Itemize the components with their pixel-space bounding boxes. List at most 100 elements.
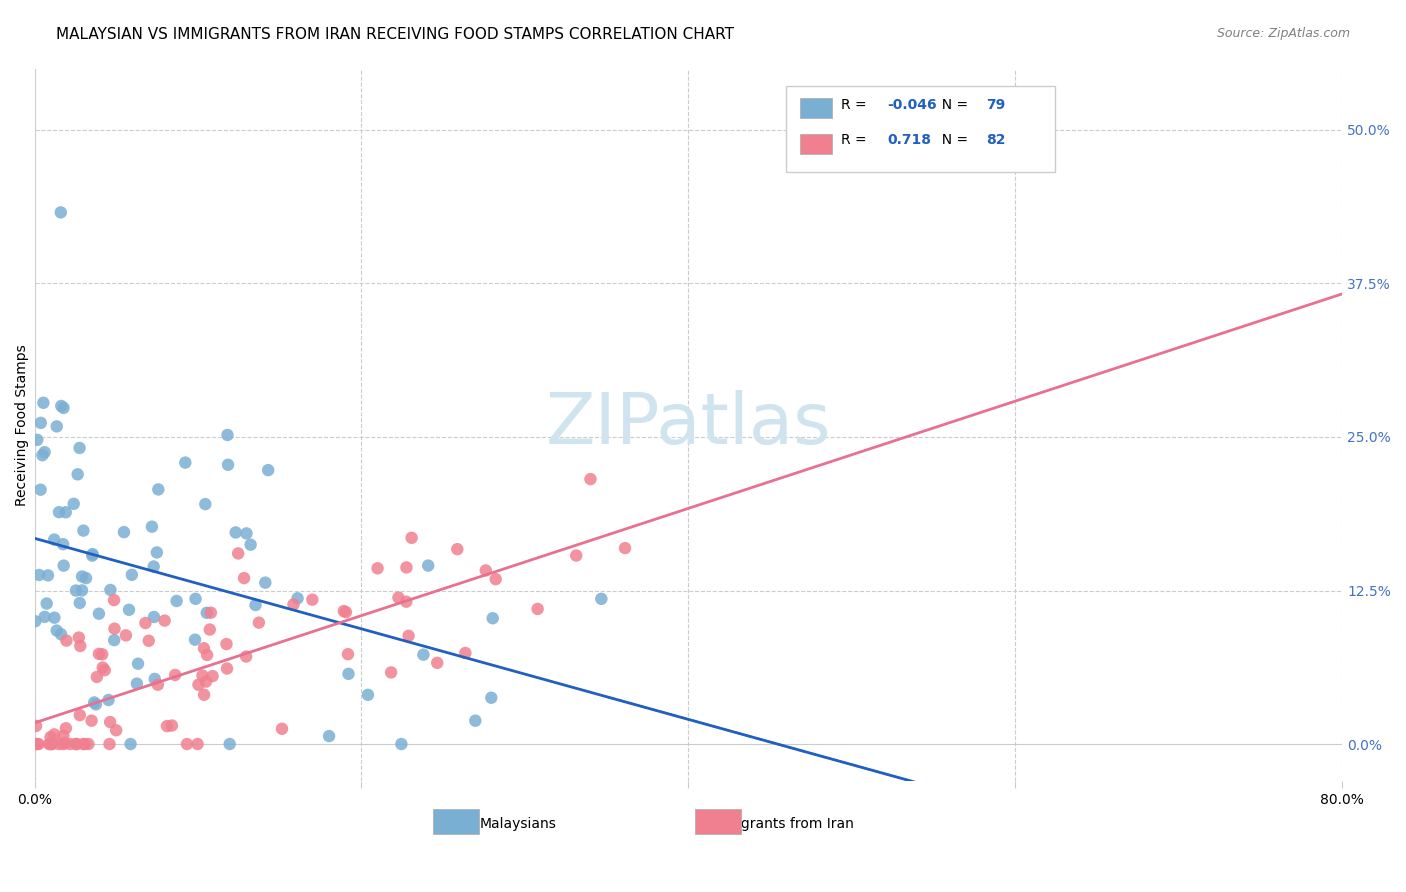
Point: [115, 628, 138, 642]
Point: [333, 604, 356, 618]
Point: [454, 646, 477, 660]
Point: [97, 693, 120, 707]
Point: [65, 583, 87, 598]
Point: [395, 595, 418, 609]
Point: [195, 606, 218, 620]
Point: [398, 629, 420, 643]
Point: [143, 672, 166, 686]
Point: [357, 688, 380, 702]
Point: [156, 719, 179, 733]
Point: [30, 483, 52, 497]
Text: Immigrants from Iran: Immigrants from Iran: [706, 817, 853, 830]
Point: [103, 593, 125, 607]
Point: [235, 649, 257, 664]
Point: [412, 648, 434, 662]
Point: [62, 497, 84, 511]
Point: [84, 698, 107, 712]
Point: [28, 568, 51, 582]
Point: [142, 610, 165, 624]
Text: R =: R =: [841, 134, 872, 147]
Point: [87, 647, 110, 661]
Point: [52, 729, 75, 743]
Point: [481, 611, 503, 625]
Point: [69, 639, 91, 653]
Point: [77, 737, 100, 751]
Point: [271, 722, 294, 736]
Point: [25, 737, 48, 751]
Point: [254, 575, 277, 590]
Point: [27, 737, 49, 751]
Point: [153, 614, 176, 628]
Point: [24, 737, 46, 751]
Point: [48, 505, 70, 519]
Point: [48, 737, 70, 751]
Point: [148, 483, 170, 497]
Point: [25, 719, 48, 733]
Text: 82: 82: [987, 134, 1007, 147]
Point: [39, 730, 62, 744]
Point: [82, 547, 104, 561]
Point: [215, 637, 238, 651]
Point: [380, 665, 402, 680]
Point: [112, 525, 135, 540]
Point: [53, 736, 76, 750]
Point: [195, 674, 218, 689]
Point: [218, 737, 240, 751]
Point: [55, 721, 77, 735]
Bar: [800, 134, 832, 154]
Point: [80, 714, 103, 728]
Point: [193, 641, 215, 656]
Point: [474, 563, 496, 577]
Text: Source: ZipAtlas.com: Source: ZipAtlas.com: [1216, 27, 1350, 40]
Point: [65, 737, 87, 751]
Point: [198, 623, 221, 637]
Point: [37, 568, 59, 582]
Point: [73, 737, 96, 751]
Point: [72, 737, 94, 751]
Point: [387, 591, 409, 605]
Point: [49, 205, 72, 219]
Point: [52, 401, 75, 415]
Point: [100, 582, 122, 597]
Point: [66, 467, 89, 482]
Point: [72, 524, 94, 538]
Point: [125, 676, 148, 690]
Point: [426, 656, 449, 670]
Point: [200, 606, 222, 620]
Point: [44, 610, 66, 624]
Point: [94, 663, 117, 677]
Point: [75, 571, 97, 585]
Point: [52, 737, 75, 751]
Text: -0.046: -0.046: [887, 98, 936, 112]
Text: 79: 79: [987, 98, 1005, 112]
Text: N =: N =: [934, 134, 973, 147]
Point: [235, 526, 257, 541]
Point: [69, 441, 91, 455]
Point: [146, 678, 169, 692]
Point: [49, 627, 72, 641]
Point: [165, 668, 187, 682]
Point: [98, 737, 121, 751]
Point: [166, 594, 188, 608]
Point: [389, 737, 412, 751]
Point: [579, 472, 602, 486]
Point: [70, 583, 93, 598]
Point: [55, 633, 77, 648]
Text: N =: N =: [934, 98, 973, 112]
Bar: [695, 809, 741, 834]
Bar: [800, 98, 832, 119]
Point: [138, 633, 160, 648]
Point: [52, 558, 75, 573]
Point: [70, 569, 93, 583]
Point: [174, 456, 197, 470]
Point: [395, 560, 418, 574]
Point: [65, 737, 87, 751]
Point: [103, 622, 125, 636]
Point: [479, 690, 502, 705]
Point: [336, 647, 359, 661]
Point: [335, 605, 357, 619]
Point: [120, 737, 142, 751]
Point: [41, 737, 63, 751]
Point: [38, 737, 60, 751]
Point: [239, 538, 262, 552]
